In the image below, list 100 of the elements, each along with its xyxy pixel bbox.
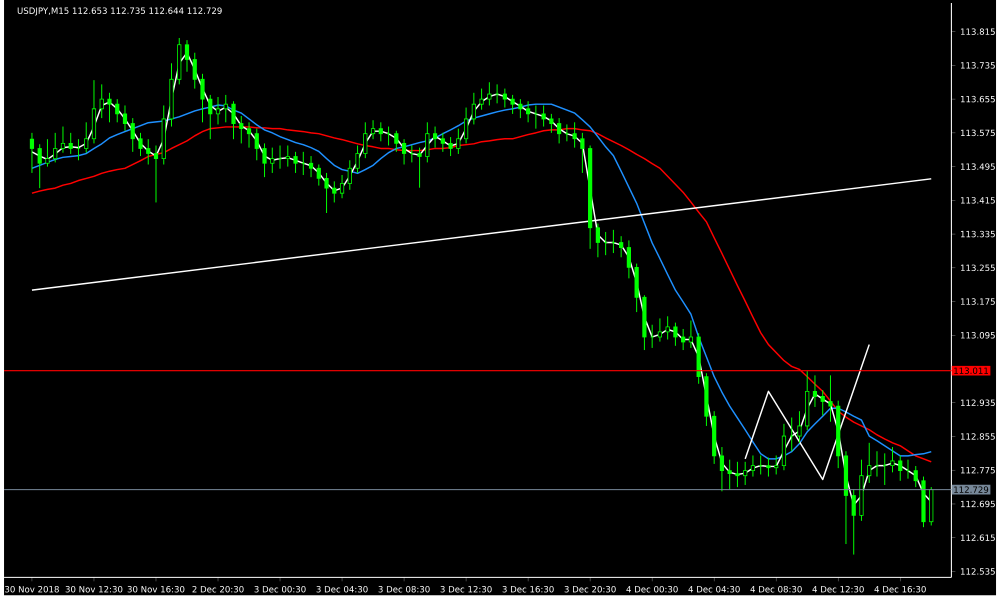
- candlestick: [502, 88, 507, 108]
- candlestick: [720, 446, 724, 492]
- candlestick: [542, 105, 546, 128]
- x-tick-label: 30 Nov 16:30: [128, 586, 184, 593]
- candlestick: [828, 374, 833, 422]
- candlestick: [914, 466, 918, 488]
- candlestick: [340, 174, 344, 199]
- candlestick: [324, 172, 329, 214]
- y-tick-label: 113.095: [960, 332, 995, 339]
- candlestick: [425, 122, 430, 163]
- candlestick: [60, 126, 66, 154]
- x-tick-label: 3 Dec 16:30: [502, 586, 554, 593]
- x-tick-label: 4 Dec 04:30: [688, 586, 740, 593]
- candlestick: [154, 145, 158, 203]
- candlestick: [130, 118, 135, 152]
- x-tick-label: 30 Nov 2018: [5, 586, 59, 593]
- candlestick: [138, 132, 143, 157]
- candlestick: [417, 147, 422, 188]
- candlestick: [666, 316, 670, 340]
- x-tick-label: 4 Dec 12:30: [812, 586, 864, 593]
- candlestick: [84, 122, 88, 154]
- candlestick: [518, 98, 522, 119]
- candlestick: [246, 122, 252, 148]
- candlestick: [820, 390, 825, 416]
- x-tick-label: 3 Dec 04:30: [316, 586, 368, 593]
- candlestick: [192, 52, 197, 90]
- candlestick: [107, 92, 112, 123]
- candlestick: [115, 98, 120, 123]
- y-tick-label: 113.415: [960, 197, 995, 204]
- candlestick: [448, 136, 453, 157]
- candlestick: [402, 138, 406, 166]
- candlestick: [898, 455, 902, 482]
- candlestick: [549, 113, 554, 134]
- candlestick: [53, 132, 58, 163]
- candlestick: [68, 132, 73, 154]
- candlestick: [510, 94, 515, 114]
- x-tick-label: 4 Dec 00:30: [626, 586, 678, 593]
- candlestick: [774, 455, 778, 475]
- candlestick: [378, 122, 383, 142]
- candlestick: [572, 122, 577, 148]
- candlestick: [262, 142, 267, 178]
- candlestick: [750, 455, 756, 478]
- ref-line-label: 113.011: [954, 368, 988, 374]
- y-tick-label: 113.815: [960, 28, 995, 35]
- candlestick: [812, 374, 818, 408]
- y-tick-label: 112.615: [960, 534, 995, 541]
- candlestick: [332, 180, 336, 203]
- candlestick: [316, 164, 321, 186]
- x-tick-label: 3 Dec 12:30: [440, 586, 492, 593]
- candlestick: [735, 461, 740, 488]
- y-tick-label: 113.575: [960, 130, 995, 136]
- candlestick: [308, 156, 314, 178]
- y-tick-label: 112.775: [960, 467, 995, 474]
- candlestick: [30, 132, 34, 174]
- candlestick: [38, 144, 42, 189]
- y-tick-label: 112.855: [960, 433, 995, 440]
- candlestick: [394, 130, 398, 152]
- candlestick: [270, 147, 274, 174]
- line-series: [744, 344, 870, 480]
- x-tick-label: 3 Dec 08:30: [378, 586, 430, 593]
- candlestick: [487, 82, 492, 106]
- x-tick-label: 3 Dec 20:30: [564, 586, 616, 593]
- candlestick: [224, 94, 228, 123]
- x-tick-label: 4 Dec 08:30: [750, 586, 802, 593]
- candlestick: [254, 128, 259, 161]
- candlestick: [867, 442, 872, 484]
- candlestick: [766, 457, 771, 478]
- candlestick: [728, 459, 732, 490]
- y-tick-label: 113.735: [960, 62, 995, 69]
- candlestick: [626, 240, 631, 279]
- candlestick: [440, 132, 445, 152]
- y-tick-label: 113.175: [960, 298, 995, 305]
- candlestick: [658, 318, 662, 342]
- candlestick: [852, 488, 856, 556]
- candlestick: [200, 73, 205, 123]
- y-tick-label: 113.335: [960, 230, 995, 238]
- chart-title: USDJPY,M15 112.653 112.735 112.644 112.729: [18, 7, 222, 16]
- candlestick: [464, 107, 468, 144]
- y-tick-label: 113.495: [960, 163, 995, 170]
- candlestick: [239, 116, 244, 144]
- candlestick: [673, 322, 678, 346]
- x-tick-label: 3 Dec 00:30: [254, 586, 306, 593]
- candlestick: [363, 122, 368, 159]
- candlestick: [293, 151, 298, 174]
- candlestick: [146, 138, 150, 166]
- candlestick: [619, 236, 624, 258]
- candlestick: [596, 223, 600, 258]
- candlestick: [216, 96, 220, 125]
- candlestick: [184, 40, 190, 72]
- candlestick: [370, 120, 376, 140]
- candlestick: [580, 132, 584, 174]
- candlestick: [100, 84, 104, 119]
- candlestick: [681, 328, 686, 351]
- candlestick: [231, 100, 236, 140]
- candlestick: [456, 128, 460, 154]
- candlestick: [122, 105, 128, 132]
- candlestick: [45, 138, 50, 168]
- x-tick-label: 4 Dec 16:30: [874, 586, 926, 593]
- candlestick: [743, 461, 748, 486]
- candlestick: [355, 145, 360, 174]
